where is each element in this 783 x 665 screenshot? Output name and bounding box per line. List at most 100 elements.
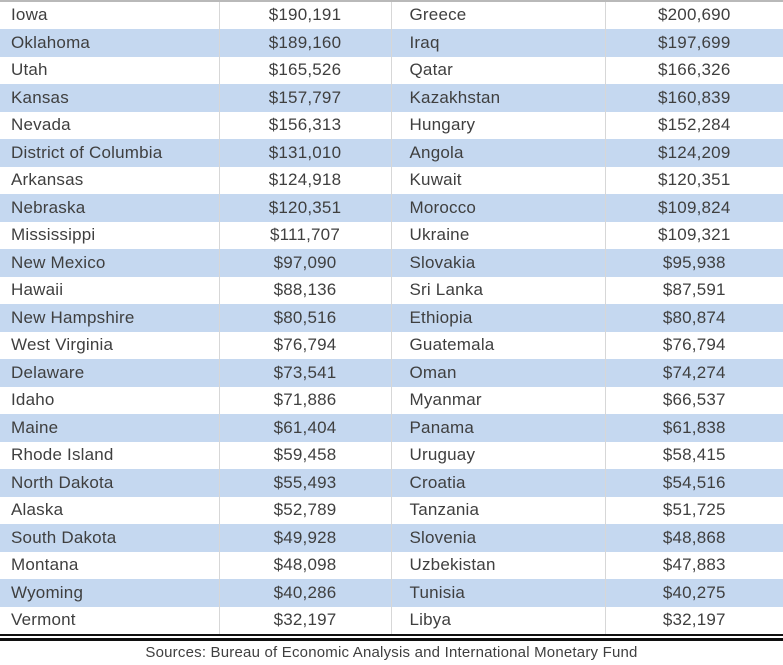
state-gdp-cell: $73,541 <box>218 359 391 387</box>
country-gdp-cell: $58,415 <box>604 441 783 469</box>
state-gdp-cell: $131,010 <box>218 139 391 167</box>
state-name-cell: Maine <box>0 414 219 442</box>
country-name-cell: Ukraine <box>390 221 605 249</box>
source-note: Sources: Bureau of Economic Analysis and… <box>0 640 783 665</box>
table-row: New Hampshire $80,516 Ethiopia $80,874 <box>0 304 783 332</box>
state-name-cell: Utah <box>11 60 48 80</box>
country-gdp-cell: $109,321 <box>604 221 783 249</box>
state-name-cell: North Dakota <box>0 469 219 497</box>
state-name-cell: Idaho <box>11 390 55 410</box>
state-gdp-cell: $52,789 <box>218 496 391 524</box>
state-gdp-cell: $120,351 <box>218 194 391 222</box>
country-name-cell: Kuwait <box>390 166 605 194</box>
state-gdp-cell: $97,090 <box>218 249 391 277</box>
country-name-cell: Libya <box>390 606 605 634</box>
country-name-cell: Greece <box>390 1 605 29</box>
country-gdp-cell: $48,868 <box>604 524 783 552</box>
state-gdp-cell: $124,918 <box>218 166 391 194</box>
state-gdp-cell: $157,797 <box>218 84 391 112</box>
country-gdp-cell: $95,938 <box>604 249 783 277</box>
state-name-cell: Nebraska <box>0 194 219 222</box>
state-gdp-cell: $48,098 <box>218 551 391 579</box>
bottom-border-gap <box>0 635 783 638</box>
country-name-cell: Morocco <box>390 194 605 222</box>
state-name-cell: Iowa <box>11 5 48 25</box>
table-row: Nevada $156,313 Hungary $152,284 <box>0 111 783 139</box>
country-gdp-cell: $166,326 <box>604 56 783 84</box>
state-name-cell: Vermont <box>11 610 76 630</box>
state-name-cell: Hawaii <box>11 280 64 300</box>
country-name-cell: Iraq <box>390 29 605 57</box>
state-gdp-cell: $80,516 <box>218 304 391 332</box>
state-gdp-cell: $165,526 <box>218 56 391 84</box>
gdp-comparison-table: Iowa $190,191 Greece $200,690 Oklahoma $189,1… <box>0 1 783 634</box>
country-gdp-cell: $61,838 <box>604 414 783 442</box>
country-gdp-cell: $109,824 <box>604 194 783 222</box>
table-row: Wyoming $40,286 Tunisia $40,275 <box>0 579 783 607</box>
country-gdp-cell: $160,839 <box>604 84 783 112</box>
state-gdp-cell: $61,404 <box>218 414 391 442</box>
country-gdp-cell: $124,209 <box>604 139 783 167</box>
country-gdp-cell: $47,883 <box>604 551 783 579</box>
country-name-cell: Panama <box>390 414 605 442</box>
country-name-cell: Guatemala <box>390 331 605 359</box>
state-gdp-cell: $156,313 <box>218 111 391 139</box>
table-row: Oklahoma $189,160 Iraq $197,699 <box>0 29 783 57</box>
country-name-cell: Angola <box>390 139 605 167</box>
state-name-cell: Wyoming <box>0 579 219 607</box>
country-name-cell: Croatia <box>390 469 605 497</box>
state-gdp-cell: $76,794 <box>218 331 391 359</box>
bottom-border-thick-line <box>0 637 783 641</box>
table-row: Delaware $73,541 Oman $74,274 <box>0 359 783 387</box>
table-row: Montana $48,098 Uzbekistan $47,883 <box>0 551 783 579</box>
country-gdp-cell: $200,690 <box>604 1 783 29</box>
country-gdp-cell: $66,537 <box>604 386 783 414</box>
state-gdp-cell: $190,191 <box>218 1 391 29</box>
state-gdp-cell: $49,928 <box>218 524 391 552</box>
table-body: Iowa $190,191 Greece $200,690 Oklahoma $189,1… <box>0 1 783 634</box>
country-name-cell: Uzbekistan <box>390 551 605 579</box>
table-row: Iowa $190,191 Greece $200,690 <box>0 1 783 29</box>
country-name-cell: Slovenia <box>390 524 605 552</box>
state-name-cell: New Mexico <box>0 249 219 277</box>
country-gdp-cell: $76,794 <box>604 331 783 359</box>
country-gdp-cell: $40,275 <box>604 579 783 607</box>
country-name-cell: Sri Lanka <box>390 276 605 304</box>
country-name-cell: Qatar <box>390 56 605 84</box>
state-gdp-cell: $88,136 <box>218 276 391 304</box>
country-gdp-cell: $87,591 <box>604 276 783 304</box>
country-name-cell: Ethiopia <box>390 304 605 332</box>
table-row: Kansas $157,797 Kazakhstan $160,839 <box>0 84 783 112</box>
country-name-cell: Oman <box>390 359 605 387</box>
country-gdp-cell: $80,874 <box>604 304 783 332</box>
state-gdp-cell: $71,886 <box>218 386 391 414</box>
table-row: Arkansas $124,918 Kuwait $120,351 <box>0 166 783 194</box>
table-row: Idaho $71,886 Myanmar $66,537 <box>0 386 783 414</box>
country-gdp-cell: $32,197 <box>604 606 783 634</box>
state-name-cell: Arkansas <box>11 170 84 190</box>
state-name-cell: Oklahoma <box>0 29 219 57</box>
country-gdp-cell: $74,274 <box>604 359 783 387</box>
state-gdp-cell: $55,493 <box>218 469 391 497</box>
state-gdp-cell: $189,160 <box>218 29 391 57</box>
country-gdp-cell: $54,516 <box>604 469 783 497</box>
table-row: Alaska $52,789 Tanzania $51,725 <box>0 496 783 524</box>
state-gdp-cell: $40,286 <box>218 579 391 607</box>
country-name-cell: Tunisia <box>390 579 605 607</box>
state-gdp-cell: $32,197 <box>218 606 391 634</box>
state-name-cell: Alaska <box>11 500 64 520</box>
state-name-cell: Rhode Island <box>11 445 114 465</box>
state-name-cell: Delaware <box>0 359 219 387</box>
table-row: District of Columbia $131,010 Angola $124,2… <box>0 139 783 167</box>
table-row: West Virginia $76,794 Guatemala $76,794 <box>0 331 783 359</box>
state-gdp-cell: $111,707 <box>218 221 391 249</box>
state-name-cell: Nevada <box>11 115 71 135</box>
state-name-cell: West Virginia <box>11 335 114 355</box>
table-top-border <box>0 0 783 2</box>
country-name-cell: Slovakia <box>390 249 605 277</box>
table-row: Vermont $32,197 Libya $32,197 <box>0 606 783 634</box>
bottom-border-thin-line <box>0 634 783 636</box>
table-row: New Mexico $97,090 Slovakia $95,938 <box>0 249 783 277</box>
country-gdp-cell: $152,284 <box>604 111 783 139</box>
